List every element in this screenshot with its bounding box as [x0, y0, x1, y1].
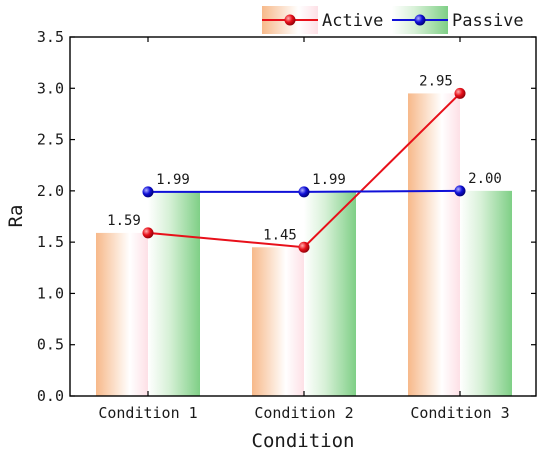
- bar-active-1: [96, 232, 148, 396]
- y-tick-label: 0.5: [37, 336, 64, 354]
- data-label-passive-1: 1.99: [156, 172, 190, 188]
- bar-passive-3: [460, 190, 512, 396]
- legend-label-passive: Passive: [452, 11, 524, 31]
- marker-passive-2: [298, 186, 310, 198]
- bar-active-3: [408, 93, 460, 397]
- x-axis-title: Condition: [252, 430, 355, 452]
- y-axis-title: Ra: [5, 205, 27, 228]
- y-tick-label: 1.0: [37, 284, 64, 302]
- legend-marker-passive: [414, 14, 426, 26]
- y-tick-label: 0.0: [37, 387, 64, 405]
- y-tick-label: 1.5: [37, 233, 64, 251]
- y-tick-label: 3.5: [37, 28, 64, 46]
- marker-passive-3: [454, 185, 466, 197]
- data-label-active-1: 1.59: [107, 213, 141, 229]
- x-axis: Condition 1 Condition 2 Condition 3: [98, 37, 510, 422]
- series-markers: [142, 87, 466, 253]
- legend-label-active: Active: [322, 11, 383, 31]
- marker-passive-1: [142, 186, 154, 198]
- legend-marker-active: [284, 14, 296, 26]
- marker-active-1: [142, 227, 154, 239]
- y-axis: 0.0 0.5 1.0 1.5 2.0 2.5 3.0 3.5: [37, 28, 536, 405]
- data-label-passive-2: 1.99: [312, 172, 346, 188]
- legend: Active Passive: [262, 6, 524, 34]
- bar-passive-2: [304, 191, 356, 396]
- data-label-active-3: 2.95: [419, 73, 453, 89]
- y-tick-label: 3.0: [37, 79, 64, 97]
- x-tick-label: Condition 1: [98, 404, 197, 422]
- bar-active-2: [252, 247, 304, 396]
- y-tick-label: 2.5: [37, 131, 64, 149]
- x-tick-label: Condition 3: [410, 404, 509, 422]
- data-label-active-2: 1.45: [263, 227, 297, 243]
- data-labels: 1.59 1.45 2.95 1.99 1.99 2.00: [107, 73, 502, 243]
- marker-active-3: [454, 87, 466, 99]
- data-label-passive-3: 2.00: [468, 171, 502, 187]
- bars: [96, 93, 512, 397]
- y-tick-label: 2.0: [37, 182, 64, 200]
- plot-frame: [69, 36, 537, 397]
- bar-passive-1: [148, 191, 200, 396]
- marker-active-2: [298, 241, 310, 253]
- x-tick-label: Condition 2: [254, 404, 353, 422]
